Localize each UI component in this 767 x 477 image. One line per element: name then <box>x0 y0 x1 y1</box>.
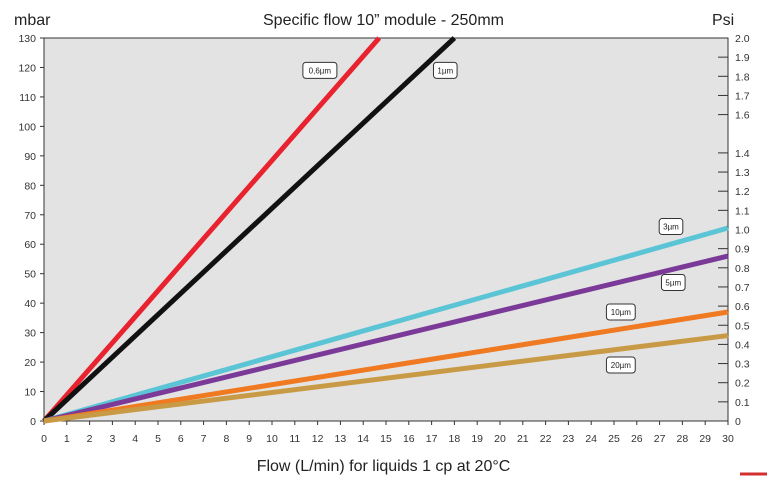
y-tick-label-left: 100 <box>18 121 36 133</box>
series-line <box>43 309 729 424</box>
y-tick-label-right: 1.1 <box>735 205 750 217</box>
y-tick-label-left: 60 <box>24 239 36 251</box>
y-tick-label-left: 30 <box>24 328 36 340</box>
y-tick-label-left: 120 <box>18 62 36 74</box>
series-line <box>43 225 729 424</box>
series-label: 0,6µm <box>302 61 338 79</box>
y-tick-label-right: 1.4 <box>735 148 750 160</box>
x-tick-label: 25 <box>608 433 620 445</box>
series-label-box <box>605 303 636 321</box>
series-label-text: 3µm <box>663 223 679 232</box>
y-tick-label-left: 20 <box>24 357 36 369</box>
x-tick-label: 16 <box>403 433 415 445</box>
series-label-text: 10µm <box>611 308 632 317</box>
series-label-text: 1µm <box>437 66 453 75</box>
y-tick-label-left: 50 <box>24 269 36 281</box>
series-lines <box>42 36 729 424</box>
x-axis-label: Flow (L/min) for liquids 1 cp at 20°C <box>256 458 511 475</box>
series-label: 3µm <box>658 218 684 236</box>
series-line <box>42 36 382 423</box>
y-tick-label-left: 0 <box>30 416 36 428</box>
x-tick-label: 5 <box>155 433 161 445</box>
x-tick-label: 12 <box>312 433 324 445</box>
y-tick-label-left: 130 <box>18 33 36 45</box>
y-tick-label-right: 0.3 <box>735 359 750 371</box>
x-tick-label: 10 <box>266 433 278 445</box>
y-axis-right: 0 0.1 0.2 0.3 0.4 0.5 0.6 0.7 0.8 0.9 1.0 1.1 1.2 1.3… <box>718 33 750 428</box>
x-tick-label: 2 <box>87 433 93 445</box>
series-label-text: 0,6µm <box>309 66 332 75</box>
x-tick-label: 21 <box>517 433 529 445</box>
y-tick-label-left: 70 <box>24 210 36 222</box>
y-tick-label-right: 0.6 <box>735 301 750 313</box>
x-tick-label: 8 <box>223 433 229 445</box>
x-tick-label: 29 <box>699 433 711 445</box>
y-axis-left: 0 10 20 30 40 50 60 70 80 90 100 110 120 130 <box>18 33 44 428</box>
series-labels: 0,6µm 1µm 3µm 5µm 10µm 20µm <box>302 61 686 374</box>
series-label: 1µm <box>432 61 458 79</box>
x-tick-label: 6 <box>178 433 184 445</box>
y-tick-label-right: 1.3 <box>735 167 750 179</box>
x-tick-label: 1 <box>64 433 70 445</box>
y-tick-label-left: 10 <box>24 387 36 399</box>
y-tick-label-right: 0.5 <box>735 320 750 332</box>
y-tick-label-right: 1.2 <box>735 186 750 198</box>
series-label: 5µm <box>660 274 686 292</box>
x-tick-label: 15 <box>380 433 392 445</box>
y-tick-label-right: 0.1 <box>735 397 750 409</box>
series-label-text: 5µm <box>665 279 681 288</box>
y-tick-label-left: 40 <box>24 298 36 310</box>
x-tick-label: 18 <box>449 433 461 445</box>
series-line <box>42 36 457 423</box>
series-label-box <box>302 61 338 79</box>
y-tick-label-left: 80 <box>24 180 36 192</box>
x-tick-label: 30 <box>722 433 734 445</box>
series-label: 10µm <box>605 303 636 321</box>
x-tick-label: 27 <box>654 433 666 445</box>
series-line <box>43 333 729 424</box>
series-line <box>43 253 729 424</box>
y-tick-label-right: 0.2 <box>735 378 750 390</box>
x-tick-label: 26 <box>631 433 643 445</box>
series-label-box <box>660 274 686 292</box>
series-label: 20µm <box>605 356 636 374</box>
x-tick-label: 24 <box>585 433 597 445</box>
series-label-text: 20µm <box>611 361 632 370</box>
y-tick-label-left: 110 <box>19 92 36 104</box>
x-tick-label: 17 <box>426 433 438 445</box>
series-label-box <box>658 218 684 236</box>
x-tick-label: 4 <box>132 433 138 445</box>
x-tick-label: 7 <box>201 433 207 445</box>
x-tick-label: 19 <box>471 433 483 445</box>
y-tick-label-right: 2.0 <box>735 33 750 45</box>
x-tick-label: 20 <box>494 433 506 445</box>
y-tick-label-right: 0.9 <box>735 244 750 256</box>
y-tick-label-right: 1.6 <box>735 110 750 122</box>
x-tick-label: 3 <box>109 433 115 445</box>
y-tick-label-right: 0 <box>735 416 741 428</box>
x-axis: 0 1 2 3 4 5 6 7 8 9 10 11 12 13 14 15 16 17 18 19 20 21 22 23 24… <box>41 421 734 445</box>
x-tick-label: 14 <box>357 433 369 445</box>
series-label-box <box>605 356 636 374</box>
x-tick-label: 9 <box>246 433 252 445</box>
x-tick-label: 23 <box>563 433 575 445</box>
y-tick-label-right: 1.9 <box>735 52 750 64</box>
x-tick-label: 22 <box>540 433 552 445</box>
x-tick-label: 28 <box>677 433 689 445</box>
chart-title: Specific flow 10” module - 250mm <box>263 12 504 29</box>
y-tick-label-right: 1.7 <box>735 90 750 102</box>
y-tick-label-right: 0.4 <box>735 339 750 351</box>
y-axis-unit-right: Psi <box>712 12 735 29</box>
y-tick-label-left: 90 <box>24 151 36 163</box>
series-label-box <box>432 61 458 79</box>
x-tick-label: 11 <box>289 433 300 445</box>
y-tick-label-right: 0.7 <box>735 282 750 294</box>
y-tick-label-right: 1.8 <box>735 71 750 83</box>
y-tick-label-right: 0.8 <box>735 263 750 275</box>
y-tick-label-right: 1.0 <box>735 225 750 237</box>
x-tick-label: 13 <box>335 433 347 445</box>
x-tick-label: 0 <box>41 433 47 445</box>
y-axis-unit-left: mbar <box>14 12 51 29</box>
